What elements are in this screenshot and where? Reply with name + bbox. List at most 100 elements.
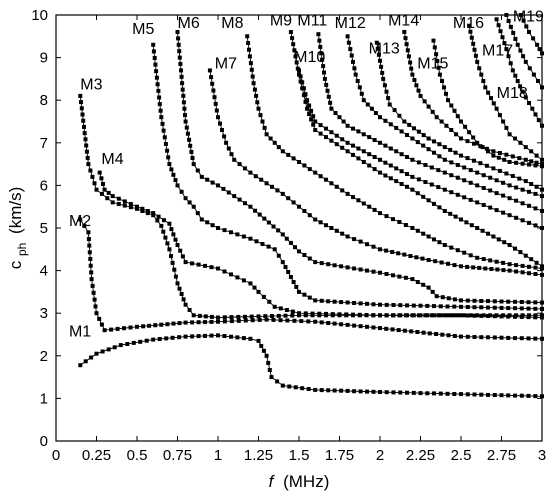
data-point	[530, 106, 535, 111]
data-point	[534, 184, 539, 189]
data-point	[284, 308, 289, 312]
data-point	[372, 167, 377, 172]
data-point	[449, 103, 454, 108]
data-point	[405, 390, 409, 395]
data-point	[313, 319, 318, 324]
data-point	[506, 19, 511, 23]
mode-label-m1: M1	[69, 324, 91, 341]
mode-label-m14: M14	[388, 13, 419, 30]
data-point	[378, 326, 382, 331]
data-point	[179, 292, 184, 296]
data-point	[403, 313, 408, 318]
data-point	[415, 140, 420, 145]
data-point	[167, 221, 172, 226]
data-point	[455, 248, 460, 253]
data-point	[504, 125, 509, 130]
data-point	[480, 228, 485, 233]
data-point	[271, 224, 276, 229]
data-point	[179, 68, 183, 73]
data-point	[216, 266, 220, 271]
data-point	[481, 203, 486, 207]
x-tick-label: 0.25	[82, 447, 111, 464]
x-tick-label: 2.25	[406, 447, 435, 464]
data-point	[257, 212, 262, 217]
data-point	[110, 194, 115, 199]
data-point	[483, 266, 488, 271]
data-point	[151, 42, 156, 47]
data-point	[475, 226, 480, 230]
data-point	[195, 168, 200, 173]
data-point	[520, 201, 525, 206]
data-point	[357, 312, 362, 317]
data-point	[520, 313, 525, 318]
data-point	[175, 30, 180, 34]
data-point	[452, 334, 457, 338]
data-point	[183, 119, 188, 124]
data-point	[465, 139, 470, 144]
data-point	[486, 90, 491, 95]
y-tick-label: 1	[40, 390, 48, 407]
data-point	[527, 271, 531, 276]
data-point	[275, 188, 280, 193]
data-point	[266, 360, 271, 365]
data-point	[260, 119, 265, 124]
data-point	[434, 52, 439, 57]
data-point	[256, 106, 261, 111]
data-point	[216, 183, 220, 188]
data-point	[288, 275, 293, 279]
data-point	[86, 237, 91, 241]
data-point	[326, 321, 331, 325]
x-axis-unit: (MHz)	[283, 472, 329, 491]
data-point	[332, 388, 337, 393]
data-point	[196, 262, 201, 267]
data-point	[286, 152, 291, 157]
data-point	[444, 123, 449, 128]
data-point	[92, 181, 97, 186]
data-point	[378, 313, 382, 318]
data-point	[237, 197, 242, 202]
data-point	[463, 124, 468, 129]
data-point	[436, 168, 441, 173]
data-point	[432, 45, 437, 50]
data-point	[402, 119, 407, 124]
data-point	[388, 176, 393, 181]
data-point	[426, 136, 431, 141]
data-point	[506, 393, 511, 398]
data-point	[540, 157, 544, 162]
data-point	[452, 392, 457, 396]
data-point	[154, 75, 159, 80]
data-point	[479, 299, 484, 303]
data-point	[358, 324, 363, 329]
data-point	[475, 140, 480, 145]
data-point	[410, 72, 415, 77]
data-point	[249, 314, 254, 319]
data-point	[90, 283, 95, 288]
data-point	[319, 388, 324, 393]
data-point	[257, 317, 262, 322]
data-point	[264, 317, 269, 322]
data-point	[180, 87, 185, 92]
x-axis-label: f (MHz)	[269, 472, 330, 491]
data-point	[527, 220, 531, 225]
data-point	[358, 239, 363, 244]
data-point	[260, 242, 265, 246]
data-point	[357, 85, 362, 90]
data-point	[421, 133, 426, 138]
data-point	[408, 60, 413, 65]
data-point	[415, 330, 420, 334]
y-tick-label: 10	[31, 7, 48, 24]
data-point	[125, 342, 130, 346]
data-point	[518, 250, 523, 255]
data-point	[140, 206, 145, 211]
data-point	[302, 163, 307, 168]
data-point	[175, 243, 180, 247]
data-point	[497, 151, 502, 155]
data-point	[422, 99, 427, 104]
data-point	[203, 320, 207, 325]
data-point	[437, 142, 442, 147]
data-point	[420, 256, 425, 261]
data-point	[386, 96, 391, 101]
data-point	[89, 270, 94, 275]
data-point	[87, 250, 92, 255]
data-point	[310, 311, 315, 316]
